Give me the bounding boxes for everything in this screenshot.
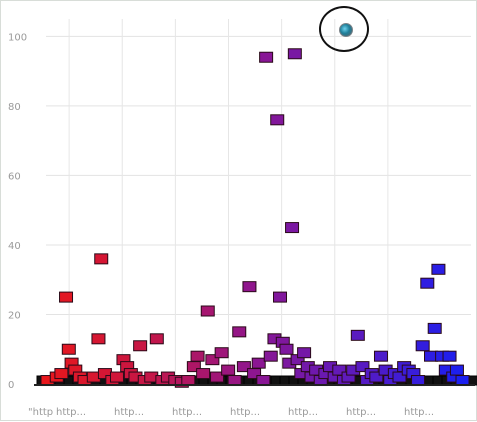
data-point [251, 357, 266, 369]
y-tick-label: 80 [8, 102, 21, 113]
data-point [236, 361, 251, 373]
data-point [279, 343, 294, 355]
data-point [420, 277, 435, 289]
y-tick-label: 40 [8, 241, 21, 252]
cursor-icon [339, 23, 353, 37]
grid [46, 19, 471, 385]
data-point [91, 333, 106, 345]
data-point [54, 368, 69, 380]
x-tick-label: http... [346, 407, 376, 418]
data-point [149, 333, 164, 345]
data-point [205, 354, 220, 366]
data-point [442, 350, 457, 362]
data-point [94, 253, 109, 265]
y-tick-label: 0 [8, 380, 14, 391]
data-point [190, 350, 205, 362]
highlight-circle [319, 6, 369, 52]
data-point [263, 350, 278, 362]
data-point [242, 281, 257, 293]
data-point [200, 305, 215, 317]
x-tick-label: http... [114, 407, 144, 418]
data-point [287, 48, 302, 60]
data-points [36, 48, 477, 388]
data-point [369, 371, 384, 383]
data-point [297, 347, 312, 359]
data-point [415, 340, 430, 352]
data-point [355, 361, 370, 373]
data-point [133, 340, 148, 352]
data-point [221, 364, 236, 376]
x-axis-ticks: "http http... http... http... http... http...… [28, 407, 434, 418]
data-point [109, 371, 124, 383]
data-point [427, 322, 442, 334]
data-point [273, 291, 288, 303]
y-tick-label: 60 [8, 171, 21, 182]
x-tick-label: http... [56, 407, 86, 418]
data-point [59, 291, 74, 303]
data-point [210, 371, 225, 383]
data-point [373, 350, 388, 362]
data-point [232, 326, 247, 338]
data-point [449, 364, 464, 376]
baseline-point [468, 375, 477, 386]
y-tick-label: 100 [8, 32, 27, 43]
data-point [285, 222, 300, 234]
x-tick-label: "http [28, 407, 53, 418]
x-tick-label: http... [230, 407, 260, 418]
data-point [196, 368, 211, 380]
data-point [270, 114, 285, 126]
data-point [259, 51, 274, 63]
x-tick-label: http... [288, 407, 318, 418]
x-tick-label: http... [404, 407, 434, 418]
data-point [350, 329, 365, 341]
data-point [431, 263, 446, 275]
data-point [61, 343, 76, 355]
x-tick-label: http... [172, 407, 202, 418]
y-axis-ticks: 0 20 40 60 80 100 [8, 32, 27, 391]
data-point [214, 347, 229, 359]
y-tick-label: 20 [8, 310, 21, 321]
